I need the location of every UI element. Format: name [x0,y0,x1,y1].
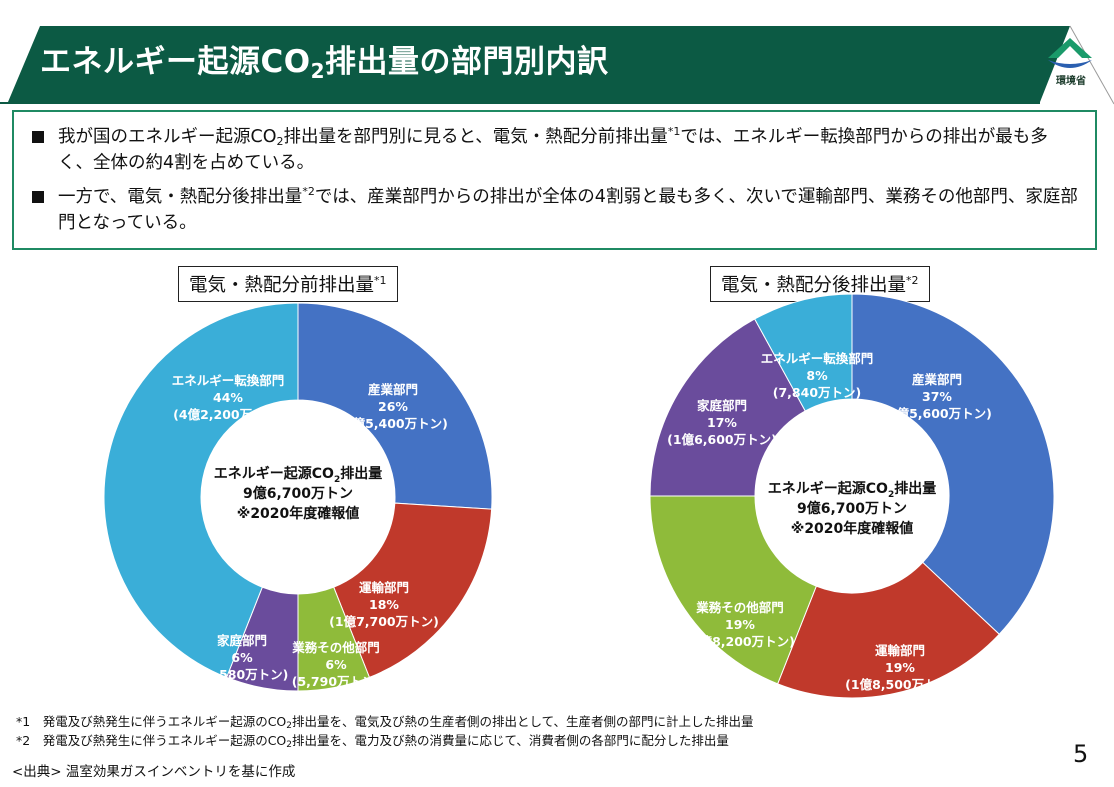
donut-slice [754,293,853,412]
page-number: 5 [1073,740,1089,768]
center-title: エネルギー起源CO2排出量 [768,480,936,500]
slice-percent: 6% [325,657,347,672]
square-bullet-icon [32,191,44,203]
slice-name: 家庭部門 [697,398,747,413]
slice-name: 運輸部門 [875,643,925,658]
slice-amount: (2億5,400万トン) [338,416,448,431]
center-total: 9億6,700万トン [243,485,353,502]
slice-percent: 17% [707,415,737,430]
summary-text-1: 我が国のエネルギー起源CO2排出量を部門別に見ると、電気・熱配分前排出量*1では… [58,125,1048,173]
chart-title-before: 電気・熱配分前排出量*1 [178,266,398,302]
slice-amount: (5,790万トン) [292,674,380,689]
slice-label: エネルギー転換部門 44% (4億2,200万トン) [172,373,285,422]
chart-title-after: 電気・熱配分後排出量*2 [710,266,930,302]
slice-name: 家庭部門 [217,633,267,648]
slice-label: 運輸部門 18% (1億7,700万トン) [329,580,439,629]
center-title-part: 排出量 [340,465,382,482]
slice-label: エネルギー転換部門 8% (7,840万トン) [761,351,874,400]
slice-percent: 19% [725,617,755,632]
slice-name: 業務その他部門 [695,600,784,615]
banner-shape [8,26,1070,102]
square-bullet-icon [32,131,44,143]
center-title-sub: 2 [334,475,340,485]
slice-name: 運輸部門 [359,580,409,595]
slice-percent: 6% [231,650,253,665]
slice-name: 業務その他部門 [291,640,380,655]
ministry-logo-text: 環境省 [1056,76,1086,87]
slice-percent: 19% [885,660,915,675]
slice-amount: (1億7,700万トン) [329,614,439,629]
slice-label: 産業部門 26% (2億5,400万トン) [338,382,448,431]
slice-name: エネルギー転換部門 [172,373,285,388]
slice-amount: (7,840万トン) [773,385,861,400]
banner-corner-line [1069,25,1114,105]
donut-slice [851,293,1055,635]
footnote-2: *2 発電及び熱発生に伴うエネルギー起源のCO2排出量を、電力及び熱の消費量に応… [16,733,729,750]
center-note: ※2020年度確報値 [237,505,360,522]
center-title-sub: 2 [888,490,894,500]
center-title: エネルギー起源CO2排出量 [214,465,382,485]
slice-amount: (5, 580万トン) [196,667,289,682]
slice-amount: (4億2,200万トン) [173,407,283,422]
slice-label: 業務その他部門 19% (1億8,200万トン) [685,600,795,649]
slice-label: 家庭部門 17% (1億6,600万トン) [667,398,777,447]
center-total: 9億6,700万トン [797,500,907,517]
slice-label: 運輸部門 19% (1億8,500万トン) [845,643,955,692]
slice-name: エネルギー転換部門 [761,351,874,366]
summary-bullet-2: 一方で、電気・熱配分後排出量*2では、産業部門からの排出が全体の4割弱と最も多く… [28,184,1081,236]
summary-box: 我が国のエネルギー起源CO2排出量を部門別に見ると、電気・熱配分前排出量*1では… [12,110,1097,250]
summary-bullet-1: 我が国のエネルギー起源CO2排出量を部門別に見ると、電気・熱配分前排出量*1では… [28,124,1081,176]
slice-name: 産業部門 [368,382,418,397]
center-title-part: エネルギー起源CO [214,465,334,482]
slice-percent: 26% [378,399,408,414]
ministry-logo-icon [1048,38,1092,68]
summary-text-2: 一方で、電気・熱配分後排出量*2では、産業部門からの排出が全体の4割弱と最も多く… [58,185,1078,233]
source-note: <出典> 温室効果ガスインベントリを基に作成 [12,764,296,780]
center-note: ※2020年度確報値 [791,520,914,537]
page-title: エネルギー起源CO2排出量の部門別内訳 [40,44,609,83]
donut-slice [103,302,299,679]
header-banner [0,25,1114,105]
slice-percent: 44% [213,390,243,405]
slice-label: 業務その他部門 6% (5,790万トン) [291,640,380,689]
slice-amount: (1億8,500万トン) [845,677,955,692]
slice-label: 産業部門 37% (3億5,600万トン) [882,372,992,421]
slice-percent: 8% [806,368,828,383]
slice-amount: (1億6,600万トン) [667,432,777,447]
footnote-1: *1 発電及び熱発生に伴うエネルギー起源のCO2排出量を、電気及び熱の生産者側の… [16,714,754,731]
center-title-part: 排出量 [894,480,936,497]
slice-amount: (1億8,200万トン) [685,634,795,649]
footnotes: *1 発電及び熱発生に伴うエネルギー起源のCO2排出量を、電気及び熱の生産者側の… [16,712,754,750]
slice-name: 産業部門 [912,372,962,387]
donut-slice [649,495,817,685]
center-title-part: エネルギー起源CO [768,480,888,497]
slice-amount: (3億5,600万トン) [882,406,992,421]
donut-slice [333,502,493,679]
donut-slice [649,318,806,497]
slice-label: 家庭部門 6% (5, 580万トン) [196,633,289,682]
slice-percent: 37% [922,389,952,404]
donut-slice [776,561,1000,699]
donut-slice [297,302,493,510]
slice-percent: 18% [369,597,399,612]
